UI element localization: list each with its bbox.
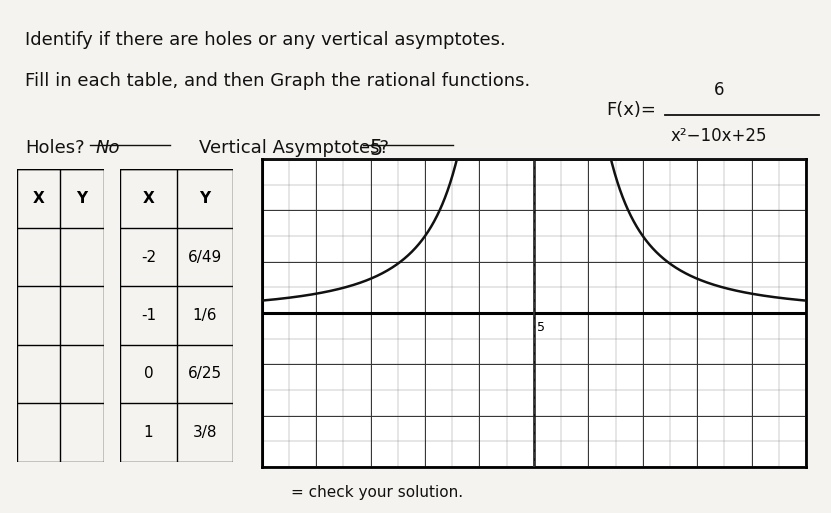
Text: 5: 5 — [537, 321, 544, 333]
Text: Y: Y — [76, 191, 87, 206]
Text: Fill in each table, and then Graph the rational functions.: Fill in each table, and then Graph the r… — [25, 72, 530, 90]
Text: Identify if there are holes or any vertical asymptotes.: Identify if there are holes or any verti… — [25, 31, 506, 49]
Text: Holes?: Holes? — [25, 139, 85, 156]
Text: 3/8: 3/8 — [193, 425, 217, 440]
Text: 1: 1 — [144, 425, 154, 440]
Text: 0: 0 — [144, 366, 154, 382]
Text: 5: 5 — [370, 139, 383, 159]
Text: No: No — [96, 139, 120, 156]
Text: -1: -1 — [141, 308, 156, 323]
Text: 6: 6 — [714, 81, 724, 99]
Text: -2: -2 — [141, 249, 156, 265]
Text: x²−10x+25: x²−10x+25 — [671, 127, 767, 145]
Text: = check your solution.: = check your solution. — [291, 485, 463, 500]
Text: F(x)=: F(x)= — [607, 101, 656, 120]
Text: 1/6: 1/6 — [193, 308, 217, 323]
Text: X: X — [32, 191, 44, 206]
Text: X: X — [143, 191, 155, 206]
Text: 6/49: 6/49 — [188, 249, 222, 265]
Text: 6/25: 6/25 — [188, 366, 222, 382]
Text: Vertical Asymptotes?: Vertical Asymptotes? — [199, 139, 390, 156]
Text: Y: Y — [199, 191, 210, 206]
